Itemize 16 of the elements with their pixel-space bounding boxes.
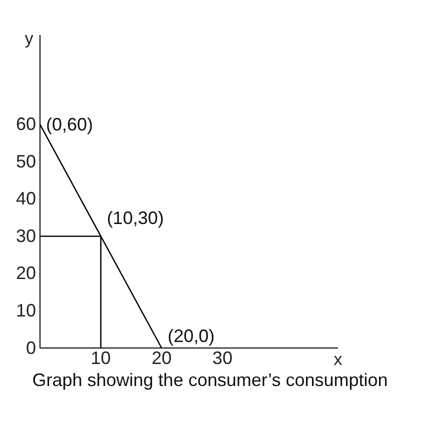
y-tick-label: 40 xyxy=(16,188,36,209)
x-tick-label: 30 xyxy=(212,348,232,368)
y-tick-label: 10 xyxy=(16,300,36,320)
text: Graph showing the consumer’s consumption xyxy=(32,370,388,390)
annotation: (10,30) xyxy=(106,208,164,228)
y-tick-label: 50 xyxy=(16,151,36,172)
y-tick-label: 30 xyxy=(16,226,36,246)
x-tick-label: 20 xyxy=(152,348,172,368)
x-tick-label: 10 xyxy=(90,348,111,368)
y-axis-title: y xyxy=(24,29,34,48)
y-tick-label: 0 xyxy=(26,338,36,358)
y-tick-label: 60 xyxy=(16,114,36,134)
y-tick-label: 20 xyxy=(16,263,36,284)
x-axis-title: x xyxy=(334,350,343,369)
annotation: (0,60) xyxy=(46,114,94,134)
annotation: (20,0) xyxy=(168,326,215,346)
